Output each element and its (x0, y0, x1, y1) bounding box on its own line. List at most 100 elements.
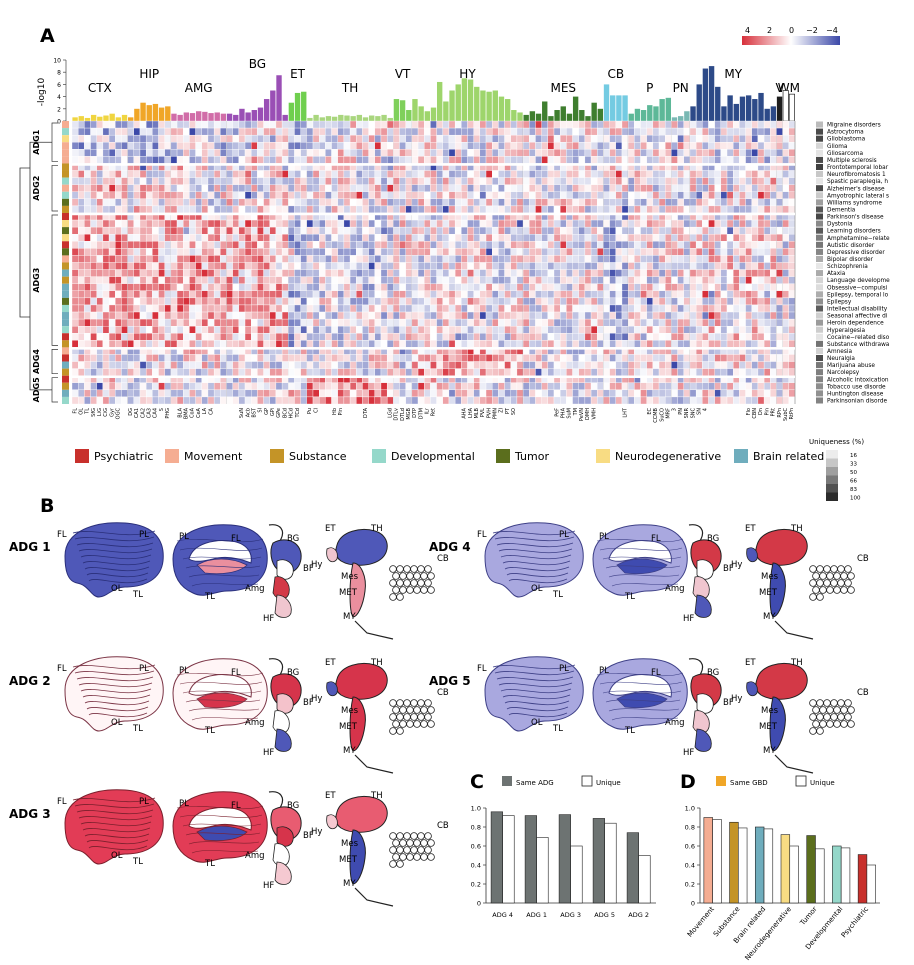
heatmap-cell (312, 368, 320, 376)
heatmap-cell (454, 382, 462, 391)
heatmap-cell (226, 248, 233, 256)
heatmap-cell (275, 333, 283, 341)
heatmap-cell (312, 127, 320, 136)
heatmap-cell (201, 325, 209, 334)
subregion-label: CA2 (140, 408, 146, 418)
heatmap-cell (312, 198, 320, 207)
heatmap-cell (553, 248, 561, 256)
heatmap-cell (362, 170, 369, 178)
heatmap-cell (220, 297, 227, 306)
heatmap-cell (183, 177, 190, 185)
enrichment-bar (770, 106, 777, 121)
heatmap-cell (547, 368, 555, 376)
heatmap-cell (84, 283, 91, 291)
heatmap-cell (244, 354, 252, 362)
heatmap-cell (671, 142, 678, 150)
heatmap-cell (158, 311, 165, 320)
heatmap-cell (294, 177, 301, 185)
heatmap-cell (102, 269, 110, 277)
heatmap-cell (560, 156, 567, 164)
heatmap-cell (467, 361, 474, 369)
heatmap-cell (84, 177, 91, 185)
heatmap-cell (529, 241, 536, 249)
heatmap-cell (615, 382, 623, 391)
heatmap-cell (393, 269, 400, 277)
heatmap-cell (745, 241, 752, 249)
heatmap-cell (535, 255, 542, 263)
heatmap-cell (529, 297, 536, 306)
heatmap-cell (461, 283, 468, 291)
heatmap-cell (763, 318, 771, 327)
enrichment-bar (121, 114, 128, 121)
heatmap-cell (714, 333, 722, 341)
heatmap-cell (362, 219, 369, 228)
heatmap-cell (424, 184, 431, 192)
heatmap-cell (473, 120, 481, 129)
heatmap-cell (485, 184, 493, 192)
heatmap-cell (145, 396, 153, 405)
heatmap-cell (652, 368, 660, 376)
heatmap-cell (541, 318, 548, 327)
heatmap-cell (751, 234, 759, 242)
heatmap-cell (362, 276, 369, 284)
heatmap-cell (739, 389, 746, 398)
heatmap-cell (763, 156, 771, 164)
heatmap-cell (331, 283, 338, 291)
heatmap-cell (164, 340, 172, 348)
heatmap-cell (547, 156, 555, 164)
heatmap-cell (714, 149, 722, 157)
heatmap-cell (597, 170, 604, 178)
heatmap-cell (325, 156, 332, 164)
heatmap-cell (275, 127, 283, 136)
heatmap-cell (683, 318, 691, 327)
heatmap-cell (442, 156, 450, 164)
heatmap-cell (84, 184, 91, 192)
heatmap-cell (553, 276, 561, 284)
heatmap-cell (689, 127, 697, 136)
heatmap-cell (479, 276, 487, 284)
heatmap-cell (424, 255, 431, 263)
heatmap-cell (566, 382, 573, 391)
uniqueness-swatch (816, 312, 823, 319)
heatmap-cell (337, 311, 345, 320)
heatmap-cell (578, 361, 586, 369)
heatmap-cell (504, 255, 511, 263)
heatmap-cell (479, 134, 487, 143)
heatmap-cell (399, 368, 406, 376)
heatmap-cell (269, 318, 277, 327)
heatmap-cell (152, 389, 159, 398)
heatmap-cell (677, 205, 684, 214)
heatmap-cell (207, 368, 215, 376)
heatmap-cell (257, 134, 264, 143)
heatmap-cell (145, 333, 153, 341)
subregion-label: CA1 (134, 408, 140, 418)
heatmap-cell (244, 276, 252, 284)
heatmap-cell (665, 361, 672, 369)
heatmap-cell (590, 311, 598, 320)
heatmap-cell (164, 226, 172, 235)
disease-label: Parkinson's disease (827, 215, 884, 221)
heatmap-cell (349, 290, 357, 299)
heatmap-cell (479, 311, 487, 320)
heatmap-cell (325, 177, 332, 185)
heatmap-cell (300, 269, 307, 277)
heatmap-cell (139, 304, 147, 313)
heatmap-cell (90, 389, 97, 398)
heatmap-cell (640, 219, 647, 228)
heatmap-cell (139, 219, 147, 228)
heatmap-cell (751, 191, 759, 199)
bar-y-tick-label: 2 (57, 106, 61, 113)
heatmap-cell (553, 396, 561, 405)
heatmap-cell (102, 177, 110, 185)
heatmap-cell (646, 361, 654, 369)
heatmap-cell (584, 134, 592, 143)
heatmap-cell (578, 142, 586, 150)
heatmap-cell (121, 219, 128, 228)
heatmap-cell (139, 142, 147, 150)
heatmap-cell (646, 269, 654, 277)
heatmap-cell (121, 149, 128, 157)
heatmap-cell (417, 120, 425, 129)
heatmap-cell (145, 127, 153, 136)
heatmap-cell (374, 283, 382, 291)
heatmap-cell (362, 191, 369, 199)
